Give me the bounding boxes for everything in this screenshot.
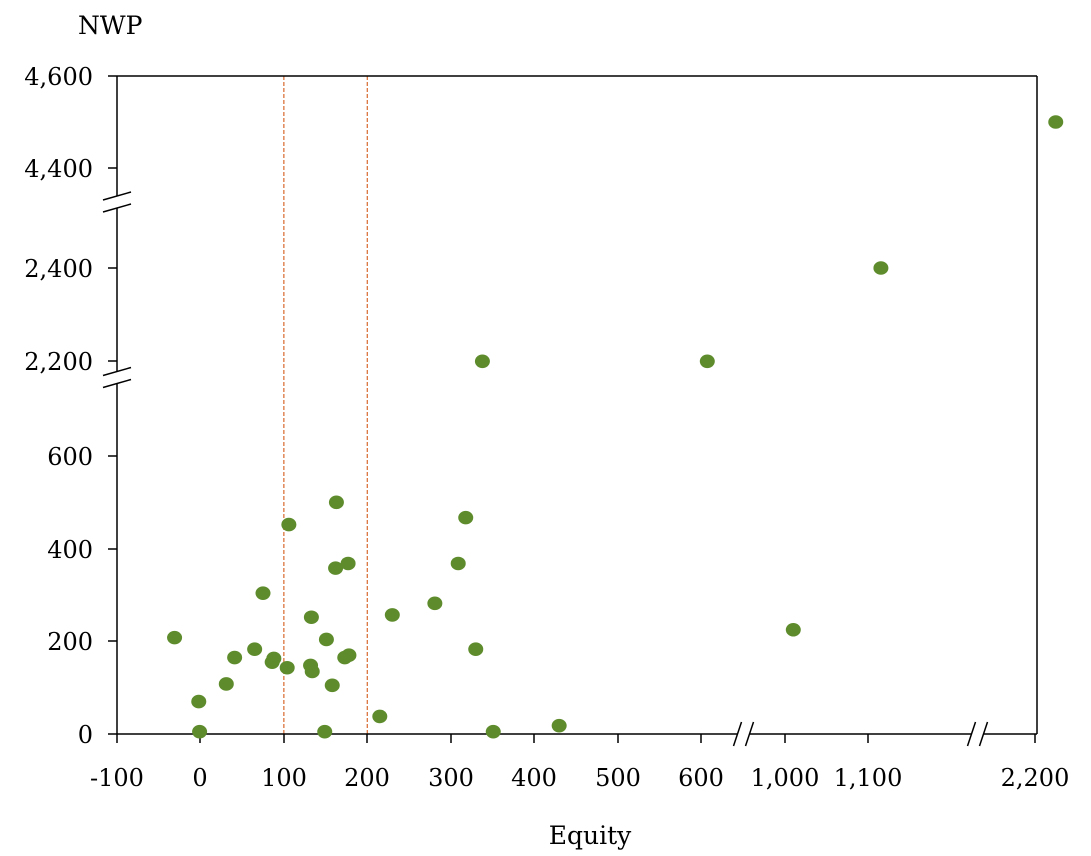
- x-break-marker: [744, 721, 755, 747]
- x-tick-label: 200: [344, 764, 390, 792]
- data-point: [450, 556, 466, 571]
- x-axis-title: Equity: [549, 821, 632, 850]
- y-tick-label: 4,600: [24, 63, 93, 91]
- data-point: [785, 622, 801, 637]
- data-point: [341, 648, 357, 663]
- x-tick-label: 0: [192, 764, 207, 792]
- y-tick-label: 200: [47, 628, 93, 656]
- data-point: [468, 642, 484, 657]
- data-point: [551, 718, 567, 733]
- x-tick-label: 300: [428, 764, 474, 792]
- axis-breaks: [102, 191, 989, 748]
- y-tick-label: 2,400: [24, 255, 93, 283]
- data-point: [474, 354, 490, 369]
- data-point: [218, 677, 234, 691]
- data-point: [318, 632, 334, 647]
- data-point: [699, 354, 715, 369]
- y-tick-label: 600: [47, 443, 93, 471]
- data-point: [340, 556, 356, 571]
- data-point: [485, 724, 501, 739]
- y-break-marker: [102, 203, 132, 213]
- y-axis-title: NWP: [78, 11, 142, 40]
- x-tick-label: -100: [90, 764, 144, 792]
- y-tick-label: 0: [78, 721, 93, 749]
- y-break-marker: [102, 378, 132, 389]
- data-point: [324, 678, 340, 693]
- reference-lines: [283, 76, 368, 734]
- data-point: [372, 709, 388, 724]
- data-point: [167, 630, 183, 645]
- data-point: [281, 517, 297, 532]
- data-point: [384, 608, 400, 622]
- data-point: [328, 561, 344, 575]
- x-tick-label: 500: [595, 764, 641, 792]
- x-break-marker: [978, 721, 989, 747]
- x-break-marker: [732, 721, 743, 747]
- y-tick-label: 400: [47, 536, 93, 564]
- data-point: [255, 586, 271, 600]
- data-point: [191, 694, 207, 709]
- data-point: [873, 261, 889, 275]
- x-tick-label: 2,200: [1001, 764, 1070, 792]
- y-break-marker: [102, 366, 132, 377]
- data-point: [266, 651, 282, 666]
- plot-frame: [116, 75, 1038, 735]
- x-break-marker: [966, 721, 977, 747]
- y-tick-label: 4,400: [24, 155, 93, 183]
- axis-ticks: -100 0 100 200 300 400 500 600 1,000 1,100 2,200 0 2…: [24, 63, 1069, 792]
- data-point: [427, 596, 443, 611]
- x-tick-label: 400: [511, 764, 557, 792]
- data-point: [227, 650, 243, 665]
- data-point: [328, 495, 344, 510]
- data-point: [317, 724, 333, 739]
- x-tick-label: 1,000: [751, 764, 820, 792]
- data-point: [458, 510, 474, 525]
- data-point: [247, 642, 263, 657]
- data-points: [167, 115, 1064, 739]
- data-point: [1048, 115, 1064, 129]
- data-point: [279, 660, 295, 675]
- x-break-gap: [972, 720, 983, 748]
- x-break-gap: [738, 720, 749, 748]
- x-tick-label: 1,100: [834, 764, 903, 792]
- data-point: [304, 664, 320, 679]
- y-break-gap: [103, 196, 131, 208]
- x-tick-label: 100: [261, 764, 307, 792]
- y-break-gap: [103, 372, 131, 383]
- y-tick-label: 2,200: [24, 348, 93, 376]
- data-point: [192, 724, 208, 739]
- x-tick-label: 600: [678, 764, 724, 792]
- data-point: [303, 610, 319, 625]
- y-break-marker: [102, 191, 132, 201]
